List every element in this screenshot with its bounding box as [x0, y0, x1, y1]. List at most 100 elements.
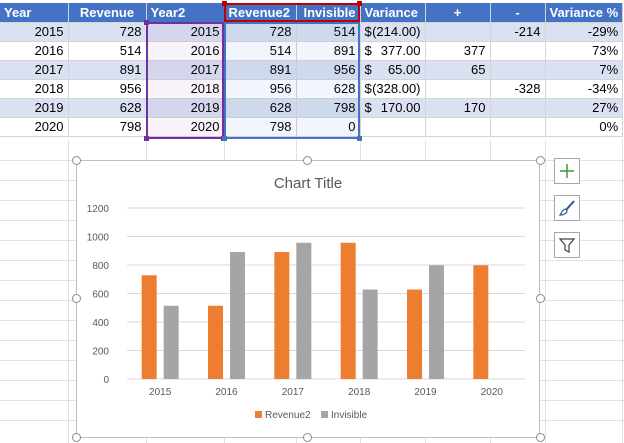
header-cell-plus[interactable]: + [425, 3, 491, 23]
cell-year2[interactable]: 2019 [146, 98, 225, 118]
header-cell-revenue[interactable]: Revenue [68, 3, 147, 23]
range-handle[interactable] [357, 1, 362, 6]
bar-revenue2-2016[interactable] [208, 305, 223, 379]
cell-revenue2[interactable]: 956 [224, 79, 297, 99]
chart-filters-button[interactable] [554, 232, 580, 258]
chart-resize-handle[interactable] [72, 433, 81, 442]
bar-invisible-2018[interactable] [362, 289, 378, 379]
cell-minus[interactable] [490, 117, 546, 137]
cell-invisible[interactable]: 514 [296, 22, 361, 42]
bar-invisible-2015[interactable] [163, 305, 179, 379]
bar-revenue2-2020[interactable] [473, 265, 489, 379]
range-handle[interactable] [222, 1, 227, 6]
chart-resize-handle[interactable] [536, 156, 545, 165]
header-cell-invisible[interactable]: Invisible [296, 3, 361, 23]
cell-plus[interactable] [425, 22, 491, 42]
cell-year2[interactable]: 2017 [146, 60, 225, 80]
chart-resize-handle[interactable] [303, 433, 312, 442]
chart-elements-button[interactable] [554, 158, 580, 184]
chart-title[interactable]: Chart Title [274, 175, 342, 192]
cell-revenue2[interactable]: 628 [224, 98, 297, 118]
bar-revenue2-2019[interactable] [407, 289, 422, 379]
bar-revenue2-2017[interactable] [274, 252, 290, 379]
cell-invisible[interactable]: 0 [296, 117, 361, 137]
cell-revenue[interactable]: 628 [68, 98, 147, 118]
bar-invisible-2017[interactable] [296, 242, 312, 379]
chart-resize-handle[interactable] [303, 156, 312, 165]
cell-plus[interactable] [425, 79, 491, 99]
legend-entry[interactable]: Invisible [331, 410, 368, 421]
header-cell-year2[interactable]: Year2 [146, 3, 225, 23]
cell-year2[interactable]: 2016 [146, 41, 225, 61]
cell-year[interactable]: 2016 [0, 41, 69, 61]
cell-variance[interactable]: $ (214.00) [360, 22, 426, 42]
chart-resize-handle[interactable] [72, 294, 81, 303]
y-tick-label: 1000 [87, 233, 110, 244]
cell-revenue[interactable]: 514 [68, 41, 147, 61]
cell-year[interactable]: 2015 [0, 22, 69, 42]
bar-invisible-2016[interactable] [230, 252, 245, 379]
cell-variance[interactable]: $ (328.00) [360, 79, 426, 99]
cell-invisible[interactable]: 798 [296, 98, 361, 118]
chart-resize-handle[interactable] [536, 294, 545, 303]
cell-year2[interactable]: 2018 [146, 79, 225, 99]
bar-revenue2-2018[interactable] [340, 242, 356, 379]
cell-revenue2[interactable]: 514 [224, 41, 297, 61]
cell-invisible[interactable]: 891 [296, 41, 361, 61]
header-cell-variance[interactable]: Variance [360, 3, 426, 23]
cell-revenue2[interactable]: 728 [224, 22, 297, 42]
range-handle[interactable] [222, 136, 227, 141]
cell-variance-pct[interactable]: 73% [545, 41, 624, 61]
cell-year2[interactable]: 2020 [146, 117, 225, 137]
data-table: Year Revenue Year2 Revenue2 Invisible Va… [0, 3, 624, 137]
cell-minus[interactable] [490, 60, 546, 80]
cell-variance-pct[interactable]: -34% [545, 79, 624, 99]
cell-revenue[interactable]: 798 [68, 117, 147, 137]
cell-invisible[interactable]: 956 [296, 60, 361, 80]
cell-variance[interactable]: $65.00 [360, 60, 426, 80]
cell-year[interactable]: 2019 [0, 98, 69, 118]
cell-plus[interactable]: 170 [425, 98, 491, 118]
chart-styles-button[interactable] [554, 195, 580, 221]
cell-invisible[interactable]: 628 [296, 79, 361, 99]
cell-variance-pct[interactable]: -29% [545, 22, 624, 42]
cell-minus[interactable]: -214 [490, 22, 546, 42]
header-cell-revenue2[interactable]: Revenue2 [224, 3, 297, 23]
bar-invisible-2019[interactable] [429, 265, 444, 379]
cell-variance[interactable]: $377.00 [360, 41, 426, 61]
cell-plus[interactable]: 377 [425, 41, 491, 61]
cell-year[interactable]: 2018 [0, 79, 69, 99]
cell-revenue2[interactable]: 891 [224, 60, 297, 80]
cell-year[interactable]: 2020 [0, 117, 69, 137]
cell-variance-pct[interactable]: 0% [545, 117, 624, 137]
chart-legend[interactable]: Revenue2 Invisible [255, 410, 368, 421]
cell-plus[interactable]: 65 [425, 60, 491, 80]
bar-revenue2-2015[interactable] [141, 275, 157, 379]
cell-year2[interactable]: 2015 [146, 22, 225, 42]
cell-minus[interactable] [490, 98, 546, 118]
header-cell-variance-pct[interactable]: Variance % [545, 3, 624, 23]
cell-variance[interactable]: $170.00 [360, 98, 426, 118]
cell-revenue[interactable]: 891 [68, 60, 147, 80]
chart-resize-handle[interactable] [536, 433, 545, 442]
chart-resize-handle[interactable] [72, 156, 81, 165]
header-cell-minus[interactable]: - [490, 3, 546, 23]
gridline [68, 140, 69, 443]
cell-variance-pct[interactable]: 7% [545, 60, 624, 80]
cell-variance-pct[interactable]: 27% [545, 98, 624, 118]
cell-year[interactable]: 2017 [0, 60, 69, 80]
cell-minus[interactable] [490, 41, 546, 61]
chart-area[interactable]: Chart Title 0 200 400 600 800 1000 1200 2015 201… [76, 160, 540, 438]
variance-value: (214.00) [372, 24, 421, 39]
cell-minus[interactable]: -328 [490, 79, 546, 99]
cell-variance[interactable] [360, 117, 426, 137]
range-handle[interactable] [144, 20, 149, 25]
range-handle[interactable] [357, 136, 362, 141]
cell-revenue[interactable]: 956 [68, 79, 147, 99]
header-cell-year[interactable]: Year [0, 3, 69, 23]
range-handle[interactable] [144, 136, 149, 141]
cell-revenue2[interactable]: 798 [224, 117, 297, 137]
cell-plus[interactable] [425, 117, 491, 137]
cell-revenue[interactable]: 728 [68, 22, 147, 42]
legend-entry[interactable]: Revenue2 [265, 410, 311, 421]
